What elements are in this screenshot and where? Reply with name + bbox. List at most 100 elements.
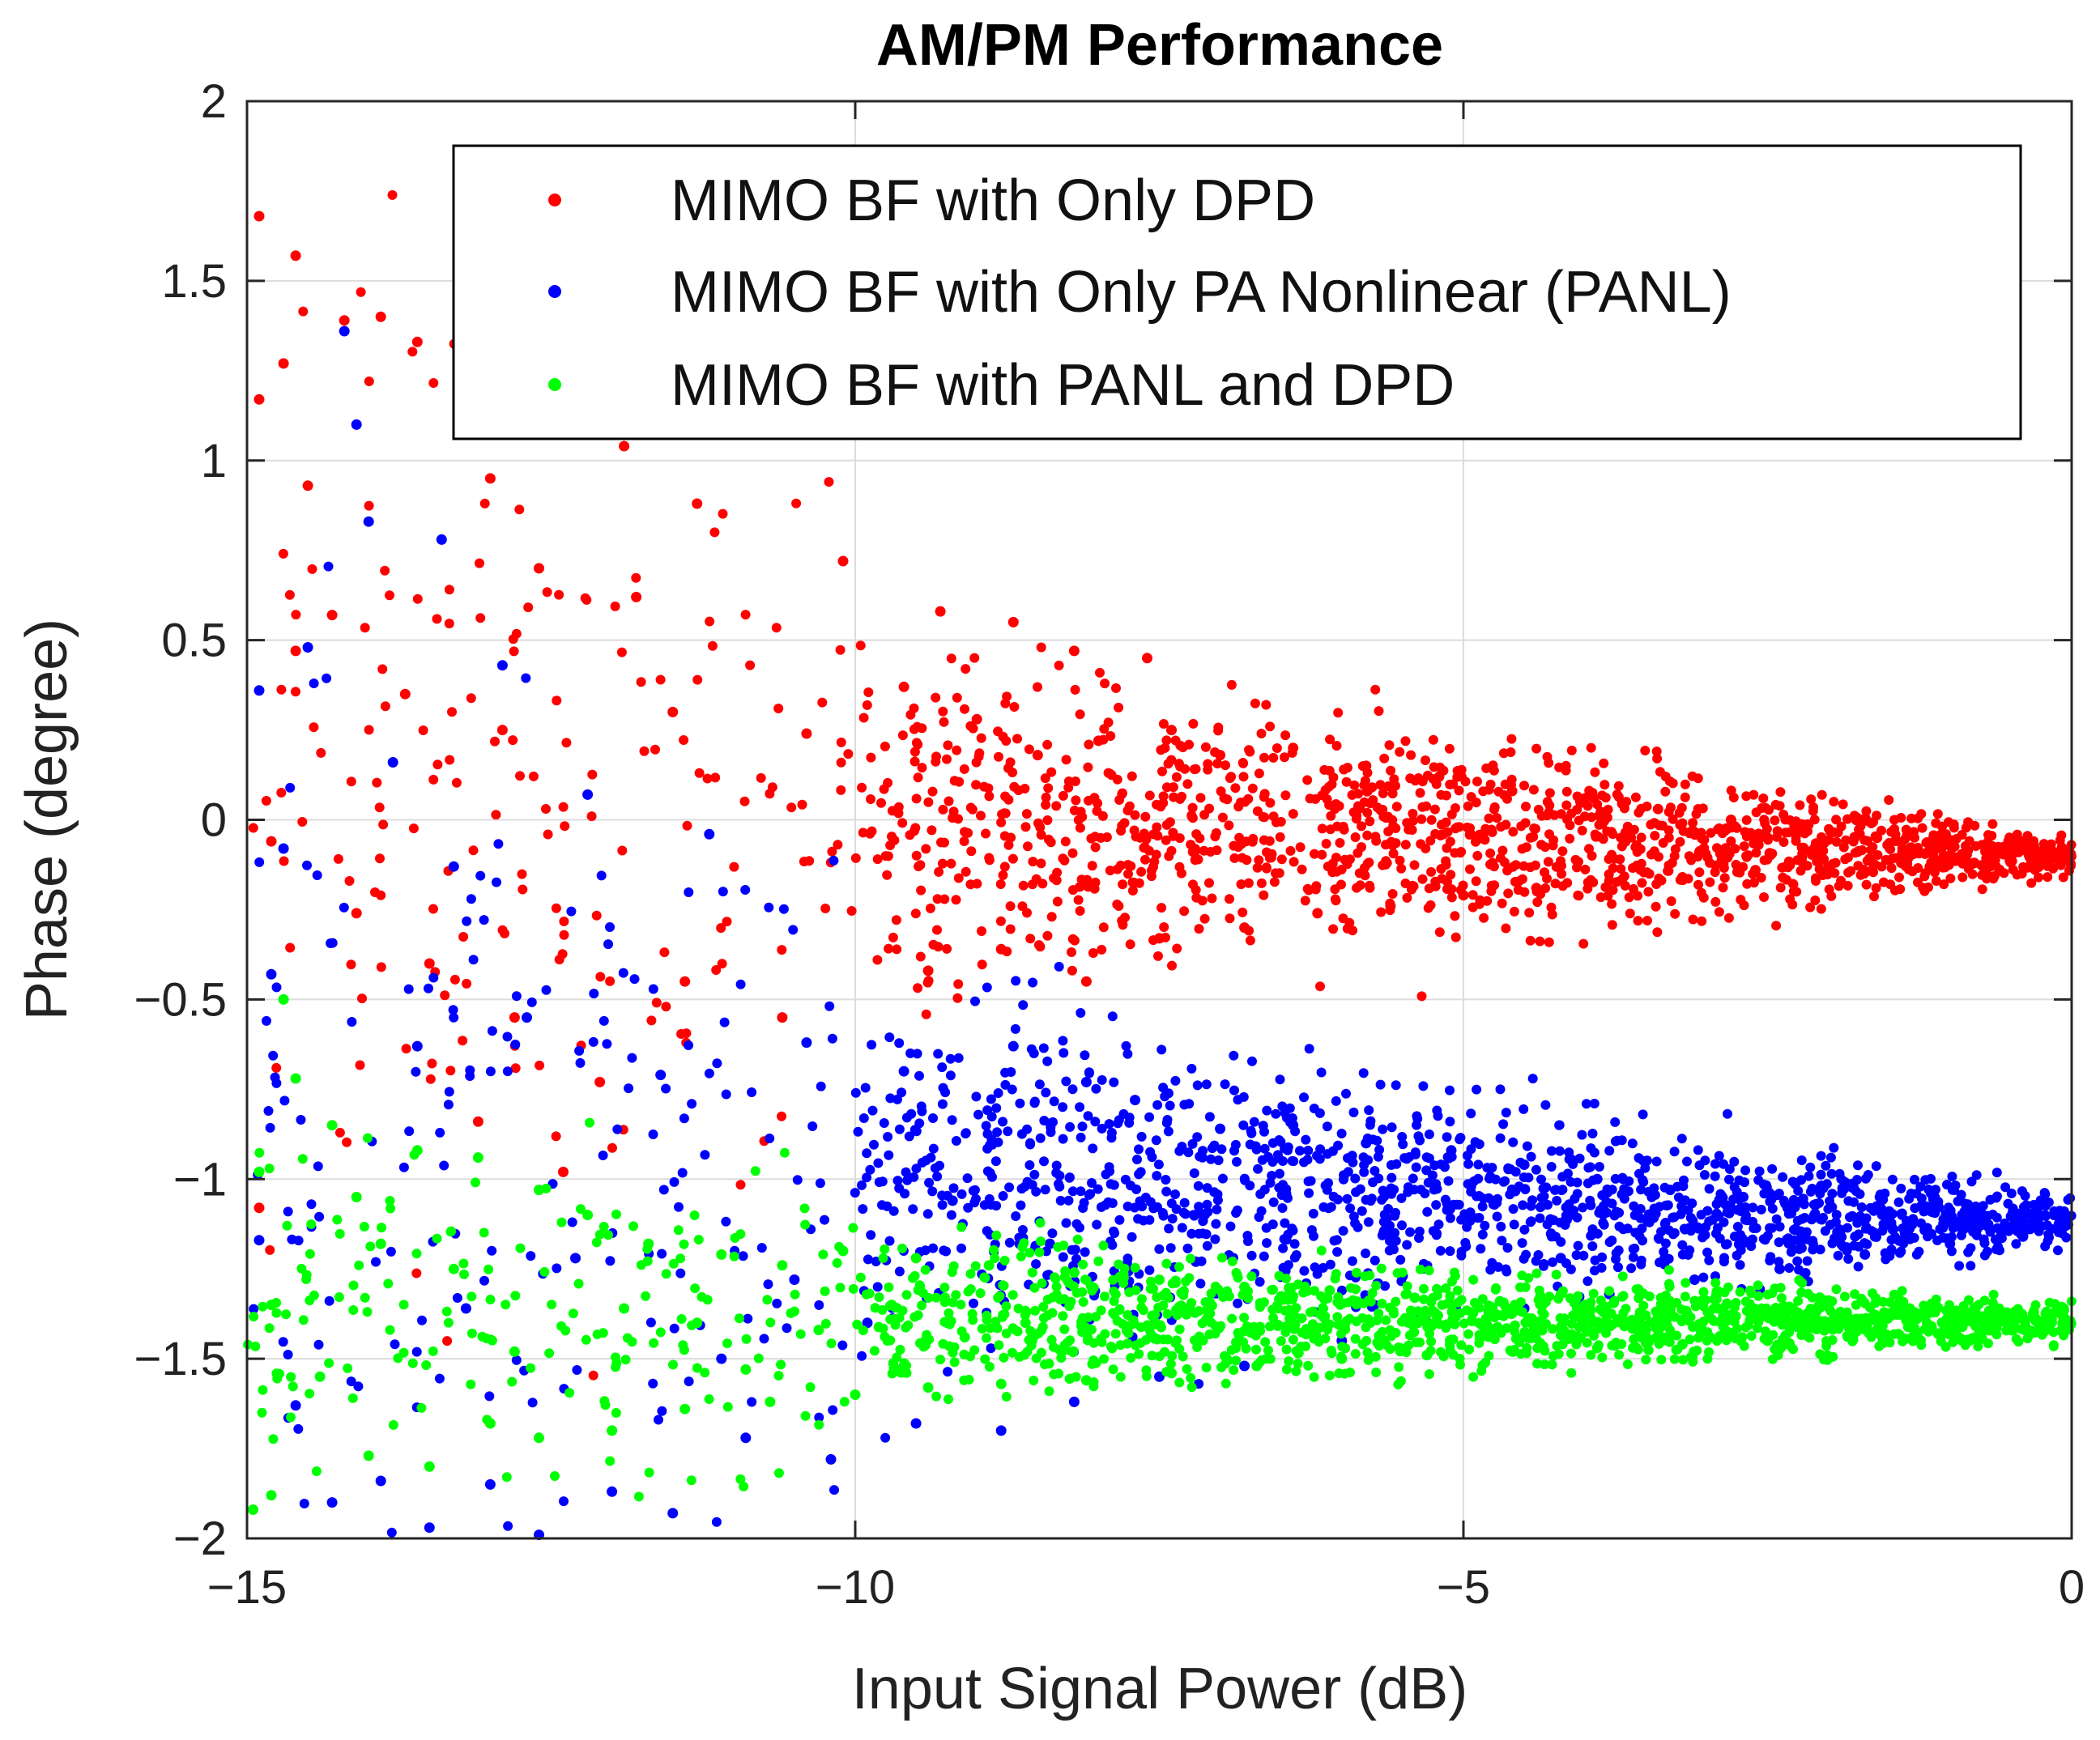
data-point <box>1969 857 1980 869</box>
cloud-point <box>1027 1267 1037 1278</box>
sparse-point <box>772 1298 782 1308</box>
cloud-point <box>1271 1108 1281 1119</box>
cloud-point <box>1192 1080 1203 1091</box>
cloud-point <box>1509 1219 1519 1230</box>
sparse-point <box>629 974 640 985</box>
cloud-point <box>2013 1337 2024 1347</box>
cloud-point <box>1544 937 1554 947</box>
cloud-point <box>1154 1244 1165 1254</box>
cloud-point <box>1479 913 1489 923</box>
cloud-point <box>1303 1360 1314 1371</box>
cloud-point <box>1275 832 1285 842</box>
sparse-point <box>655 674 666 685</box>
data-point <box>1774 1263 1785 1274</box>
cloud-point <box>1948 1223 1958 1233</box>
cloud-point <box>1301 1134 1311 1145</box>
cloud-point <box>1824 1299 1834 1309</box>
cloud-point <box>1136 866 1147 877</box>
cloud-point <box>1179 906 1190 917</box>
cloud-point <box>1881 1311 1892 1321</box>
cloud-point <box>976 810 986 821</box>
cloud-point <box>1419 1283 1429 1294</box>
cloud-point <box>1007 768 1018 777</box>
cloud-point <box>1338 1226 1348 1236</box>
cloud-point <box>1299 1092 1309 1103</box>
cloud-point <box>1499 1308 1510 1319</box>
sparse-point <box>558 802 569 812</box>
cloud-point <box>1515 1349 1526 1359</box>
cloud-point <box>1098 1240 1109 1251</box>
cloud-point <box>1419 1294 1429 1304</box>
cloud-point <box>1508 1204 1519 1215</box>
cloud-point <box>1262 847 1272 857</box>
cloud-point <box>1220 1352 1231 1363</box>
cloud-point <box>1779 861 1790 872</box>
cloud-point <box>1080 1247 1090 1257</box>
cloud-point <box>1054 1345 1064 1355</box>
cloud-point <box>1550 879 1561 889</box>
cloud-point <box>1281 1344 1292 1355</box>
cloud-point <box>1485 859 1495 870</box>
cloud-point <box>1528 785 1539 795</box>
cloud-point <box>1107 1011 1118 1022</box>
cloud-point <box>1284 1356 1294 1367</box>
cloud-point <box>939 1283 950 1293</box>
cloud-point <box>1741 815 1752 825</box>
cloud-point <box>1607 1185 1617 1195</box>
cloud-point <box>1138 1215 1148 1226</box>
cloud-point <box>998 870 1008 880</box>
cloud-point <box>1816 1151 1826 1161</box>
cloud-point <box>1199 913 1210 924</box>
cloud-point <box>1124 1287 1135 1297</box>
cloud-point <box>1903 1312 1914 1323</box>
cloud-point <box>897 730 908 741</box>
data-point <box>971 713 982 725</box>
cloud-point <box>1152 831 1163 841</box>
cloud-point <box>883 1132 893 1142</box>
cloud-point <box>1253 1164 1263 1174</box>
cloud-point <box>884 1236 895 1246</box>
cloud-point <box>1821 1160 1831 1171</box>
cloud-point <box>1022 1346 1033 1357</box>
cloud-point <box>1911 1249 1922 1260</box>
sparse-point <box>743 1313 753 1324</box>
cloud-point <box>1582 1276 1593 1287</box>
cloud-point <box>1187 1138 1198 1149</box>
cloud-point <box>1663 1312 1673 1323</box>
cloud-point <box>1436 819 1446 830</box>
cloud-point <box>1246 1250 1257 1261</box>
sparse-point <box>283 1350 293 1359</box>
cloud-point <box>1233 1298 1243 1308</box>
cloud-point <box>1243 1293 1254 1304</box>
cloud-point <box>1453 1297 1463 1308</box>
cloud-point <box>1244 745 1254 755</box>
cloud-point <box>980 1354 990 1364</box>
cloud-point <box>1689 830 1700 840</box>
cloud-point <box>1350 1349 1361 1359</box>
cloud-point <box>1688 1215 1698 1226</box>
cloud-point <box>1519 1224 1530 1235</box>
cloud-point <box>2039 1188 2050 1198</box>
cloud-point <box>1546 1162 1557 1172</box>
cloud-point <box>1108 1364 1118 1375</box>
cloud-point <box>2061 1232 2072 1243</box>
cloud-point <box>1663 1200 1673 1210</box>
sparse-point <box>777 1111 786 1121</box>
cloud-point <box>1161 1186 1172 1197</box>
sparse-point <box>542 587 552 598</box>
cloud-point <box>986 1343 996 1354</box>
cloud-point <box>1176 868 1186 879</box>
cloud-point <box>1297 1327 1307 1338</box>
cloud-point <box>1509 906 1519 917</box>
cloud-point <box>1277 1203 1288 1213</box>
cloud-point <box>1262 1105 1272 1116</box>
cloud-point <box>1817 870 1828 880</box>
cloud-point <box>1735 1260 1745 1270</box>
cloud-point <box>1666 896 1676 906</box>
cloud-point <box>1432 1184 1442 1194</box>
cloud-point <box>1497 898 1507 908</box>
cloud-point <box>1058 1252 1068 1262</box>
cloud-point <box>1186 1372 1196 1383</box>
cloud-point <box>1410 1147 1421 1158</box>
cloud-point <box>1402 892 1412 903</box>
